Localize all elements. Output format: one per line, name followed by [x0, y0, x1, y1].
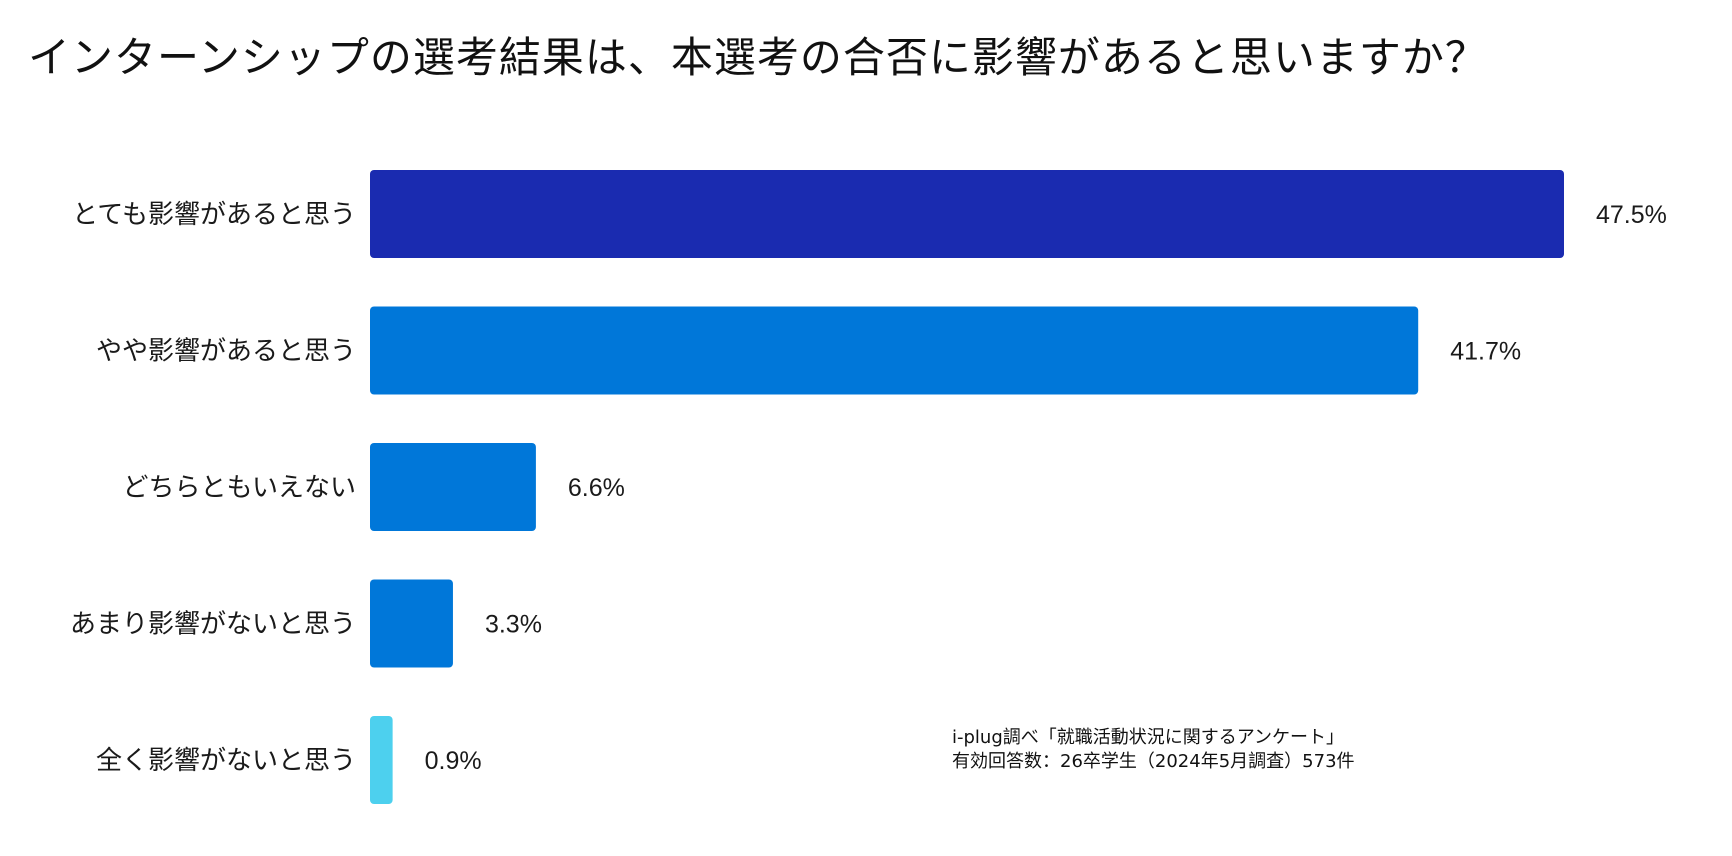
bar-4	[370, 579, 453, 668]
source-note: i-plug調べ「就職活動状況に関するアンケート」 有効回答数：26卒学生（20…	[952, 726, 1355, 774]
bar-5	[370, 716, 393, 804]
value-label-5: 0.9%	[425, 747, 482, 775]
value-label-4: 3.3%	[485, 611, 542, 639]
category-label-4: あまり影響がないと思う	[70, 610, 356, 640]
bar-2	[370, 306, 1419, 395]
value-label-3: 6.6%	[568, 474, 625, 502]
bar-1	[370, 170, 1564, 258]
category-label-5: 全く影響がないと思う	[96, 746, 356, 776]
category-label-2: やや影響があると思う	[96, 337, 356, 367]
category-label-3: どちらともいえない	[123, 473, 356, 503]
category-label-1: とても影響があると思う	[72, 200, 356, 230]
source-line-2: 有効回答数：26卒学生（2024年5月調査）573件	[952, 751, 1355, 772]
chart-title: インターンシップの選考結果は、本選考の合否に影響があると思いますか？	[28, 33, 1488, 82]
source-line-1: i-plug調べ「就職活動状況に関するアンケート」	[952, 727, 1345, 748]
value-label-2: 41.7%	[1450, 338, 1521, 366]
bars-layer: とても影響があると思う 47.5% やや影響があると思う 41.7% どちらともいえない…	[70, 170, 1667, 804]
value-label-1: 47.5%	[1596, 201, 1667, 229]
bar-3	[370, 443, 536, 531]
